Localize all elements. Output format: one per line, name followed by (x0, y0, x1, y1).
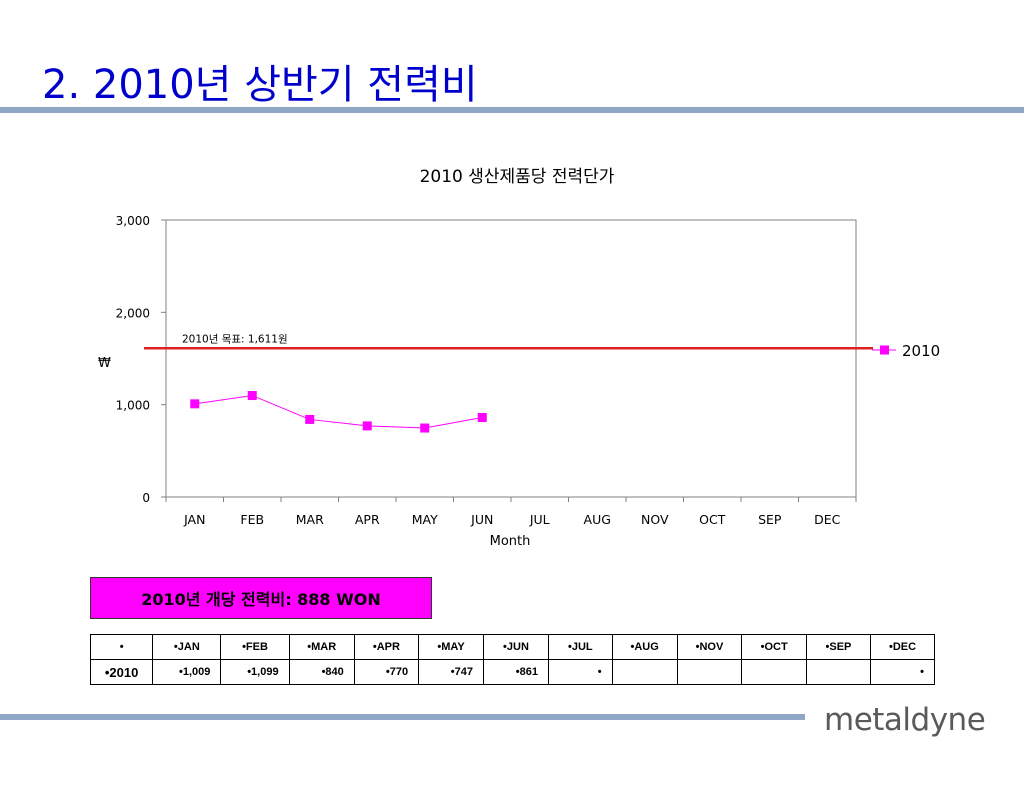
table-cell: •770 (353, 659, 420, 685)
data-point (247, 391, 257, 401)
y-axis-label: ₩ (98, 356, 111, 371)
table-header-cell: •DEC (870, 634, 935, 660)
data-point (362, 421, 372, 431)
line-chart: 2010 생산제품당 전력단가 0 1,000 2,000 3,000 JAN FEB M… (98, 167, 940, 549)
table-cell: •861 (483, 659, 549, 685)
x-tick-label: APR (355, 512, 380, 527)
legend: 2010 (872, 342, 940, 360)
data-point (420, 423, 430, 433)
table-header-cell: •JUN (483, 634, 549, 660)
table-cell (741, 659, 807, 685)
target-label: 2010년 목표: 1,611원 (182, 333, 288, 345)
plot-area (165, 219, 857, 498)
table-cell: •747 (418, 659, 485, 685)
logo-text: metaldyne (824, 702, 985, 738)
slide-title: 2. 2010년 상반기 전력비 (42, 62, 478, 108)
table-cell (676, 659, 743, 685)
table-header-cell: • (89, 634, 154, 660)
legend-marker (880, 345, 889, 355)
data-point (477, 413, 487, 423)
bottom-divider (0, 714, 805, 720)
x-axis-label: Month (490, 534, 531, 549)
x-tick-label: DEC (814, 512, 841, 527)
x-tick-label: AUG (584, 512, 611, 527)
table-cell: •1,099 (220, 659, 290, 685)
table-header-cell: •OCT (741, 634, 807, 660)
data-point (190, 399, 200, 409)
table-row-header: •2010 (89, 659, 154, 685)
table-cell: • (547, 659, 613, 685)
table-header-row: • •JAN •FEB •MAR •APR •MAY •JUN •JUL •AUG •NOV •OC… (89, 634, 935, 660)
y-tick-label: 2,000 (116, 306, 150, 320)
table-header-cell: •MAY (418, 634, 485, 660)
y-tick-label: 3,000 (116, 214, 150, 228)
y-tick-label: 1,000 (116, 399, 150, 413)
table-header-cell: •JUL (547, 634, 613, 660)
series-group (190, 391, 487, 433)
table-header-cell: •AUG (611, 634, 678, 660)
table-header-cell: •MAR (288, 634, 355, 660)
x-tick-label: MAY (412, 512, 438, 527)
table-header-cell: •APR (353, 634, 420, 660)
x-tick-label: OCT (699, 512, 726, 527)
chart-title: 2010 생산제품당 전력단가 (420, 167, 615, 187)
x-tick-label: NOV (641, 512, 669, 527)
table-header-cell: •NOV (676, 634, 743, 660)
table-cell (611, 659, 678, 685)
x-tick-label: JAN (183, 512, 205, 527)
data-point (305, 414, 315, 424)
summary-text: 2010년 개당 전력비: 888 WON (141, 590, 381, 609)
table-cell: •840 (288, 659, 355, 685)
table-row: •2010 •1,009 •1,099 •840 •770 •747 •861 • • (89, 659, 935, 685)
table-header-cell: •JAN (152, 634, 222, 660)
summary-box: 2010년 개당 전력비: 888 WON (90, 577, 432, 619)
x-tick-label: JUN (470, 512, 493, 527)
x-tick-label: SEP (758, 512, 782, 527)
series-line (194, 395, 483, 429)
table-header-cell: •FEB (220, 634, 290, 660)
x-tick-label: JUL (529, 512, 550, 527)
table-cell: • (870, 659, 935, 685)
data-table: • •JAN •FEB •MAR •APR •MAY •JUN •JUL •AUG •NOV •OC… (89, 634, 935, 685)
target-group: 2010년 목표: 1,611원 (144, 333, 873, 350)
y-axis: 0 1,000 2,000 3,000 (116, 214, 166, 505)
x-tick-label: MAR (296, 512, 324, 527)
y-tick-label: 0 (142, 491, 150, 505)
table-cell (805, 659, 872, 685)
table-cell: •1,009 (152, 659, 222, 685)
table-header-cell: •SEP (805, 634, 872, 660)
x-axis: JAN FEB MAR APR MAY JUN JUL AUG NOV OCT SEP DEC (165, 497, 857, 527)
top-divider (0, 107, 1024, 113)
x-tick-label: FEB (240, 512, 264, 527)
legend-label: 2010 (902, 342, 940, 360)
metaldyne-logo: metaldyne (824, 702, 986, 738)
